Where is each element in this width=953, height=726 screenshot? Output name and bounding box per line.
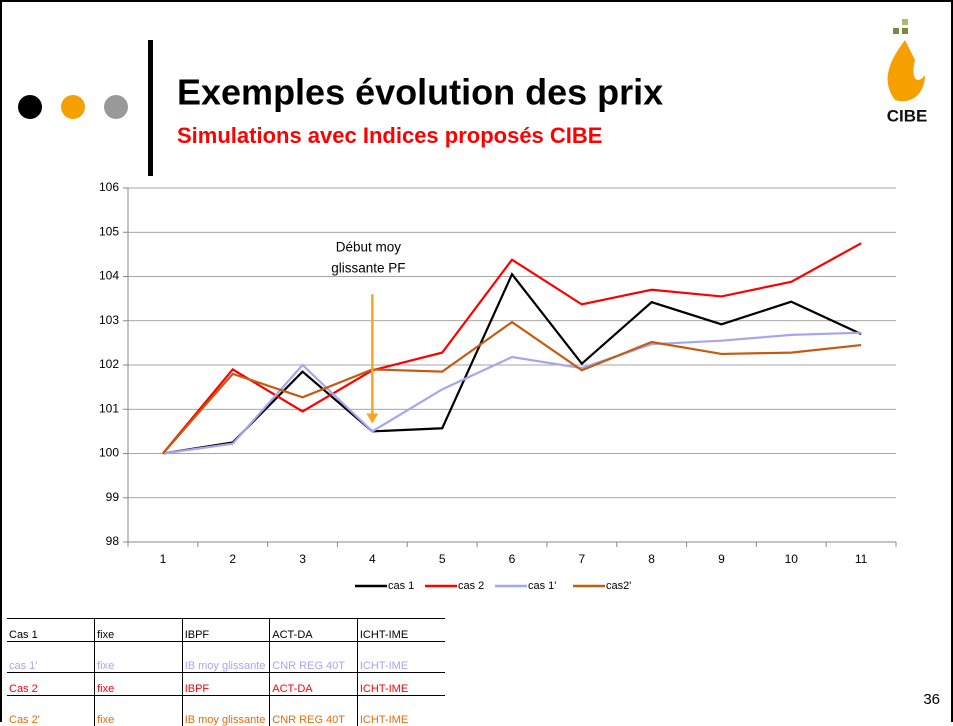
series-line <box>163 322 861 453</box>
table-cell: IB moy glissante <box>182 696 270 726</box>
y-tick-label: 102 <box>99 357 119 371</box>
table-cell: Cas 2' <box>7 696 95 726</box>
y-tick-label: 104 <box>99 269 119 283</box>
table-cell: cas 1' <box>7 642 95 673</box>
slide-subtitle: Simulations avec Indices proposés CIBE <box>177 123 602 148</box>
table-cell: IB moy glissante <box>182 642 270 673</box>
annotation-arrowhead <box>366 414 378 424</box>
table-cell: Cas 2 <box>7 673 95 696</box>
legend-label: cas2' <box>606 580 631 592</box>
x-tick-label: 10 <box>785 552 799 566</box>
series-line <box>163 274 861 453</box>
x-tick-label: 4 <box>369 552 376 566</box>
dot <box>104 95 128 119</box>
legend-label: cas 1' <box>528 580 556 592</box>
x-tick-label: 5 <box>439 552 446 566</box>
y-tick-label: 98 <box>106 534 120 548</box>
x-tick-label: 6 <box>509 552 516 566</box>
table-cell: IBPF <box>182 673 270 696</box>
y-tick-label: 106 <box>99 180 119 194</box>
x-tick-label: 8 <box>648 552 655 566</box>
y-tick-label: 101 <box>99 401 119 415</box>
x-tick-label: 3 <box>299 552 306 566</box>
y-tick-label: 99 <box>106 490 120 504</box>
y-tick-label: 100 <box>99 446 119 460</box>
x-tick-label: 9 <box>718 552 725 566</box>
table-cell: ACT-DA <box>270 619 358 642</box>
legend-label: cas 2 <box>458 580 484 592</box>
annotation-text: glissante PF <box>331 261 405 276</box>
x-tick-label: 2 <box>229 552 236 566</box>
table-cell: ICHT-IME <box>357 673 445 696</box>
x-tick-label: 7 <box>578 552 585 566</box>
table-cell: fixe <box>95 619 183 642</box>
logo-square <box>902 28 908 34</box>
dot <box>18 95 42 119</box>
logo-text: CIBE <box>887 106 928 125</box>
table-cell: ICHT-IME <box>357 642 445 673</box>
title-bar <box>148 40 153 176</box>
table-cell: ICHT-IME <box>357 619 445 642</box>
y-tick-label: 105 <box>99 224 119 238</box>
logo: CIBE <box>887 19 928 125</box>
table-cell: ACT-DA <box>270 673 358 696</box>
series-line <box>163 333 861 454</box>
table-cell: fixe <box>95 642 183 673</box>
table-cell: Cas 1 <box>7 619 95 642</box>
logo-square <box>893 28 899 34</box>
logo-flame <box>888 40 925 101</box>
logo-square <box>902 19 908 25</box>
dot <box>61 95 85 119</box>
table-cell: IBPF <box>182 619 270 642</box>
y-tick-label: 103 <box>99 313 119 327</box>
slide-title: Exemples évolution des prix <box>177 72 663 113</box>
table-cell: CNR REG 40T <box>270 696 358 726</box>
table-cell: CNR REG 40T <box>270 642 358 673</box>
legend-label: cas 1 <box>388 580 414 592</box>
x-tick-label: 11 <box>855 552 868 566</box>
annotation-text: Début moy <box>336 240 402 255</box>
page-number: 36 <box>923 691 940 708</box>
x-tick-label: 1 <box>160 552 167 566</box>
table-cell: fixe <box>95 673 183 696</box>
table-cell: fixe <box>95 696 183 726</box>
table-cell: ICHT-IME <box>357 696 445 726</box>
